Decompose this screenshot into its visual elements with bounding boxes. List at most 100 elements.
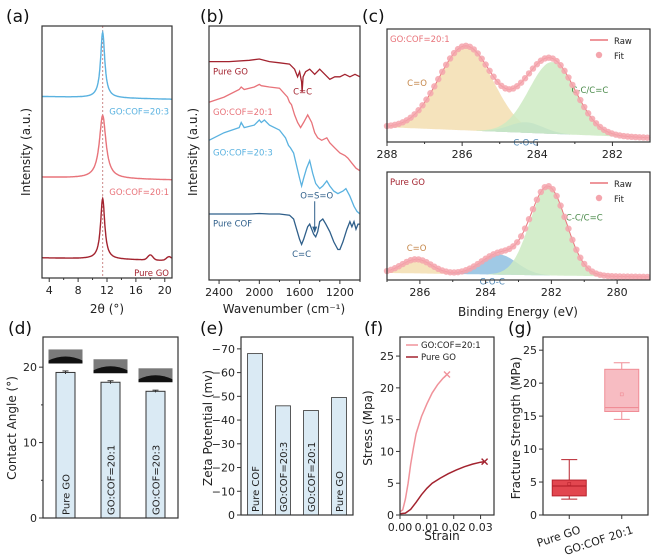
- f-series-line: [399, 373, 448, 513]
- a-series-label: GO:COF=20:1: [109, 188, 169, 198]
- c-top-component-label: C-C/C=C: [571, 86, 608, 96]
- c-bottom-component-label: C=O: [407, 244, 427, 254]
- b-annotation: C=C: [292, 250, 311, 260]
- c-bottom-x-tick-label: 280: [607, 286, 628, 299]
- c-top-fit-point: [419, 102, 426, 109]
- panel-label-e: (e): [200, 319, 224, 339]
- c-bottom-fit-point: [517, 233, 525, 240]
- e-bar-label: GO:COF=20:1: [307, 442, 318, 512]
- d-droplet-shape: [48, 356, 83, 364]
- d-droplet-image: [138, 368, 173, 380]
- c-bottom-title: Pure GO: [390, 178, 425, 188]
- g-y-tick-label: 20: [523, 377, 537, 390]
- c-top-component-label: C-O-C: [513, 138, 538, 148]
- c-top-axes-frame: [386, 28, 651, 143]
- c-top-x-tick-label: 282: [602, 148, 623, 161]
- b-arrowhead-icon: [312, 226, 318, 234]
- e-y-tick-label: −60: [212, 367, 235, 380]
- c-top-fit-point: [450, 49, 458, 57]
- g-y-tick-label: 25: [523, 344, 537, 357]
- c-top-fit-point: [470, 46, 477, 53]
- d-bar-label: GO:COF=20:1: [107, 445, 118, 515]
- f-y-tick-label: 5: [387, 477, 394, 490]
- b-series-line: [209, 58, 361, 93]
- b-series-label: GO:COF=20:1: [213, 108, 273, 118]
- e-y-tick-label: −40: [212, 414, 235, 427]
- c-bottom-fit-point: [549, 186, 556, 193]
- b-ylabel: Intensity (a.u.): [186, 108, 200, 196]
- c-bottom-fit-point: [557, 202, 564, 209]
- a-series-line: [42, 114, 172, 181]
- c-bottom-fit-point: [510, 243, 517, 250]
- c-bottom-fit-point: [577, 254, 584, 261]
- f-series-line: [399, 460, 485, 515]
- g-y-tick-label: 0: [530, 509, 537, 522]
- f-break-marker-icon: [443, 371, 451, 379]
- b-series-label: Pure GO: [213, 67, 248, 77]
- c-top-legend-raw: Raw: [614, 37, 632, 47]
- f-legend-label: GO:COF=20:1: [421, 341, 481, 351]
- b-annotation: C=C: [293, 88, 312, 98]
- a-x-tick-label: 20: [158, 284, 172, 297]
- f-axes-frame: [399, 336, 495, 516]
- b-series-line: [209, 212, 360, 251]
- c-bottom-fit-point: [513, 239, 521, 246]
- c-top-fit-point: [439, 68, 446, 76]
- d-y-tick-label: 10: [23, 437, 37, 450]
- c-top-fit-point: [490, 73, 497, 80]
- c-top-component-label: C=O: [407, 79, 427, 89]
- e-bar-label: Pure GO: [335, 471, 346, 512]
- f-legend-label: Pure GO: [421, 353, 456, 363]
- c-xlabel: Binding Energy (eV): [458, 305, 578, 319]
- d-bar-label: Pure GO: [62, 474, 73, 515]
- c-top-fit-point: [517, 79, 525, 86]
- c-bottom-x-tick-label: 284: [475, 286, 496, 299]
- a-ylabel: Intensity (a.u.): [19, 108, 33, 196]
- c-bottom-fit-point: [569, 236, 576, 244]
- d-axes-frame: [42, 336, 179, 519]
- panel-label-d: (d): [8, 319, 32, 339]
- f-y-tick-label: 25: [380, 350, 394, 363]
- c-top-fit-point: [561, 67, 568, 75]
- c-bottom-fit-point: [553, 192, 560, 200]
- b-annotation: O=S=O: [300, 192, 333, 202]
- panel-label-a: (a): [6, 7, 30, 27]
- g-mean-marker: [619, 392, 624, 397]
- c-top-fit-point: [427, 90, 434, 97]
- a-series-line: [42, 196, 173, 261]
- c-top-component-area: [387, 45, 556, 134]
- c-top-legend-fit: Fit: [614, 52, 625, 62]
- a-x-tick-label: 16: [129, 284, 143, 297]
- e-ylabel: Zeta Potential (mv): [201, 370, 215, 486]
- c-top-title: GO:COF=20:1: [390, 35, 450, 45]
- f-x-tick-label: 0.03: [468, 521, 493, 534]
- panel-label-g: (g): [508, 319, 532, 339]
- c-top-fit-point: [494, 78, 501, 86]
- f-x-tick-label: 0.01: [415, 521, 440, 534]
- c-top-fit-point: [569, 81, 576, 89]
- c-top-fit-point: [411, 111, 418, 118]
- b-xlabel: Wavenumber (cm⁻¹): [223, 302, 345, 316]
- c-top-fit-point: [435, 75, 442, 83]
- e-y-tick-label: 0: [228, 509, 235, 522]
- d-droplet-image: [93, 359, 128, 371]
- c-top-legend-fit-swatch: [595, 51, 603, 59]
- c-bottom-fit-point: [581, 260, 588, 268]
- f-ylabel: Stress (Mpa): [361, 390, 375, 465]
- e-y-tick-label: −70: [212, 343, 235, 356]
- b-axes-frame: [208, 25, 361, 281]
- c-top-fit-point: [431, 83, 438, 90]
- d-bar-label: GO:COF=20:3: [152, 445, 163, 515]
- a-x-tick-label: 8: [75, 284, 82, 297]
- f-x-tick-label: 0.02: [441, 521, 466, 534]
- c-bottom-x-tick-label: 282: [541, 286, 562, 299]
- a-series-label: Pure GO: [134, 269, 169, 279]
- c-top-fit-point: [557, 62, 564, 69]
- c-bottom-fit-point: [561, 213, 568, 221]
- c-bottom-component-label: C-C/C=C: [566, 213, 603, 223]
- c-top-fit-point: [478, 55, 485, 62]
- c-top-fit-point: [415, 107, 422, 114]
- c-top-fit-point: [565, 74, 572, 81]
- g-y-tick-label: 15: [523, 410, 537, 423]
